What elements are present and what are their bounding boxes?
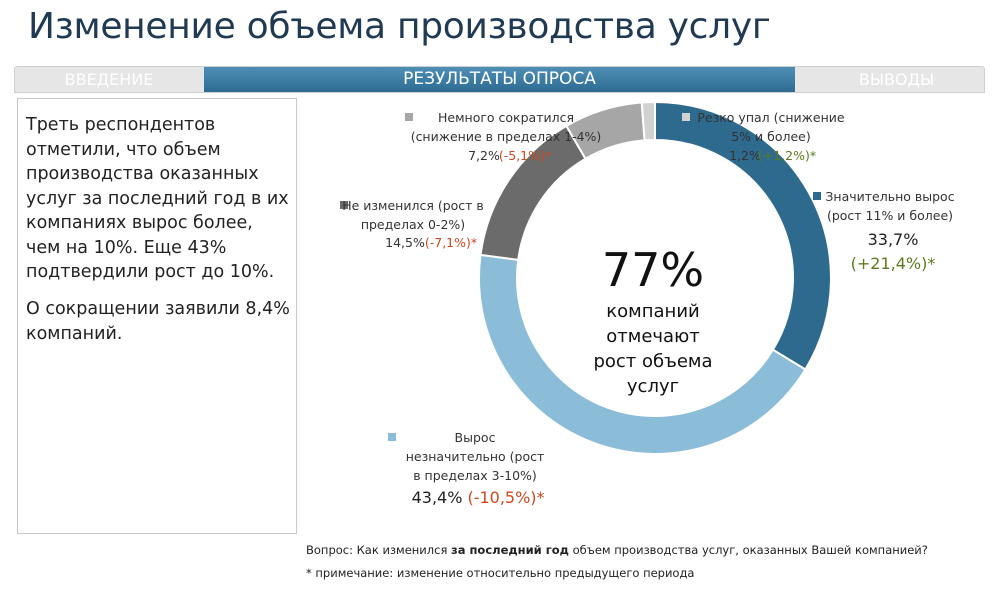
center-line-1: компаний <box>606 301 699 322</box>
change-decreased-slightly: (-5,1%)* <box>499 148 551 163</box>
summary-box: Треть респондентов отметили, что объем п… <box>17 98 297 534</box>
label-grew-slightly-line3: в пределах 3-10%) <box>413 468 537 483</box>
tab-survey-results[interactable]: РЕЗУЛЬТАТЫ ОПРОСА <box>204 67 795 92</box>
change-dropped-sharply: (+1,2%)* <box>758 148 816 163</box>
slice-dropped-sharply <box>640 100 656 142</box>
page-title: Изменение объема производства услуг <box>28 6 771 47</box>
question-emphasis: за последний год <box>451 543 569 557</box>
change-grew-significantly: (+21,4%)* <box>851 254 936 273</box>
label-grew-slightly-line2: незначительно (рост <box>406 449 545 464</box>
legend-swatch-grew-significantly <box>813 192 821 200</box>
survey-question: Вопрос: Как изменился за последний год о… <box>306 543 928 557</box>
center-line-3: рост объема <box>593 351 712 372</box>
center-line-4: услуг <box>627 376 679 397</box>
tab-introduction[interactable]: ВВЕДЕНИЕ <box>64 70 154 89</box>
slice-grew-slightly <box>478 253 807 455</box>
center-line-2: отмечают <box>606 326 699 347</box>
label-grew-significantly-line2: (рост 11% и более) <box>827 208 953 223</box>
label-dropped-sharply-line2: 5% и более) <box>731 129 811 144</box>
legend-swatch-unchanged <box>340 201 348 209</box>
section-tab-bar: ВВЕДЕНИЕ РЕЗУЛЬТАТЫ ОПРОСА ВЫВОДЫ <box>14 66 985 93</box>
value-grew-significantly: 33,7% <box>868 230 919 249</box>
summary-paragraph-2: О сокращении заявили 8,4% компаний. <box>26 299 290 344</box>
label-decreased-slightly-line2: (снижение в пределах 1-4%) <box>411 129 602 144</box>
value-unchanged: 14,5% <box>385 235 425 250</box>
question-suffix: объем производства услуг, оказанных Ваше… <box>568 543 928 557</box>
footnote-note: * примечание: изменение относительно пре… <box>306 566 695 580</box>
label-dropped-sharply-line1: Резко упал (снижение <box>697 110 845 125</box>
summary-paragraph-1: Треть респондентов отметили, что объем п… <box>26 115 289 282</box>
slice-unchanged <box>479 124 587 261</box>
question-prefix: Вопрос: Как изменился <box>306 543 452 557</box>
legend-swatch-dropped-sharply <box>682 113 690 121</box>
tab-conclusions[interactable]: ВЫВОДЫ <box>858 70 935 89</box>
value-grew-slightly: 43,4% <box>412 488 463 507</box>
legend-swatch-decreased-slightly <box>405 113 413 121</box>
change-grew-slightly: (-10,5%)* <box>467 488 544 507</box>
legend-swatch-grew-slightly <box>388 433 396 441</box>
value-decreased-slightly: 7,2% <box>468 148 500 163</box>
label-decreased-slightly-line1: Немного сократился <box>438 110 574 125</box>
donut-slices <box>478 100 832 455</box>
label-unchanged-line1: Не изменился (рост в <box>342 198 484 213</box>
label-unchanged-line2: пределах 0-2%) <box>361 217 465 232</box>
change-unchanged: (-7,1%)* <box>425 235 477 250</box>
label-grew-significantly-line1: Значительно вырос <box>825 189 954 204</box>
value-dropped-sharply: 1,2% <box>729 148 761 163</box>
center-percent: 77% <box>602 243 704 297</box>
label-grew-slightly-line1: Вырос <box>455 430 496 445</box>
